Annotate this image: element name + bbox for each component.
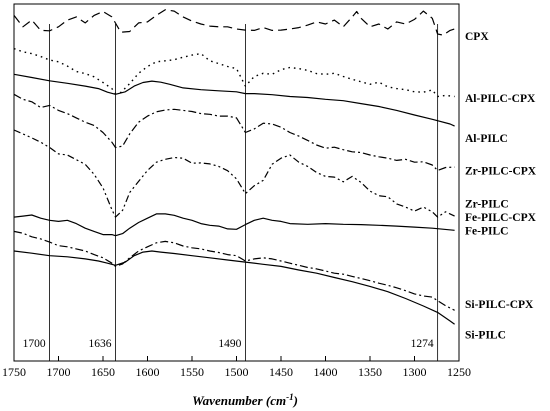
x-tick-label-1250: 1250 — [447, 365, 471, 379]
series-line-al-pilc — [13, 73, 455, 127]
x-tick-label-1550: 1550 — [180, 365, 204, 379]
x-axis-title-close: ) — [293, 393, 298, 408]
series-label-cpx: CPX — [465, 31, 489, 43]
x-tick-label-1600: 1600 — [136, 365, 160, 379]
series-label-si-pilc: Si-PILC — [465, 330, 506, 342]
series-label-al-pilc-cpx: Al-PILC-CPX — [465, 93, 536, 105]
series-line-zr-pilc-cpx — [13, 93, 455, 171]
x-tick-label-1750: 1750 — [2, 365, 26, 379]
reference-label-1700: 1700 — [23, 338, 46, 350]
x-tick-label-1700: 1700 — [47, 365, 71, 379]
x-tick-label-1450: 1450 — [269, 365, 293, 379]
x-axis-title-superscript: -1 — [286, 392, 294, 402]
series-label-fe-pilc-cpx: Fe-PILC-CPX — [465, 212, 537, 224]
series-line-zr-pilc — [13, 129, 455, 218]
x-axis-ticks: 1750 1700 1650 1600 1550 1500 1450 1400 1350 1300… — [2, 356, 471, 379]
series-label-zr-pilc: Zr-PILC — [465, 199, 509, 211]
series-line-fe-pilc-cpx — [13, 213, 455, 237]
series-line-cpx — [13, 9, 455, 36]
x-tick-label-1300: 1300 — [403, 365, 427, 379]
series-line-fe-pilc — [13, 230, 455, 311]
series-label-fe-pilc: Fe-PILC — [465, 225, 508, 237]
series-label-si-pilc-cpx: Si-PILC-CPX — [465, 299, 534, 311]
plot-frame — [13, 3, 460, 362]
reference-label-1636: 1636 — [88, 338, 111, 350]
x-tick-label-1650: 1650 — [91, 365, 115, 379]
series-labels: CPXAl-PILC-CPXAl-PILCZr-PILC-CPXZr-PILCF… — [465, 31, 537, 342]
x-tick-label-1350: 1350 — [358, 365, 382, 379]
x-axis-title-main: Wavenumber (cm — [192, 393, 286, 408]
x-axis-title: Wavenumber (cm-1) — [192, 392, 298, 408]
series-label-zr-pilc-cpx: Zr-PILC-CPX — [465, 166, 537, 178]
series-line-al-pilc-cpx — [13, 47, 455, 98]
series-label-al-pilc: Al-PILC — [465, 133, 508, 145]
x-tick-label-1400: 1400 — [314, 365, 338, 379]
series-lines — [13, 9, 455, 325]
reference-label-1274: 1274 — [411, 338, 434, 350]
series-line-si-pilc-cpx — [13, 250, 455, 325]
x-tick-label-1500: 1500 — [225, 365, 249, 379]
reference-lines: 1700 1636 1490 1274 — [23, 23, 439, 361]
reference-label-1490: 1490 — [218, 338, 241, 350]
